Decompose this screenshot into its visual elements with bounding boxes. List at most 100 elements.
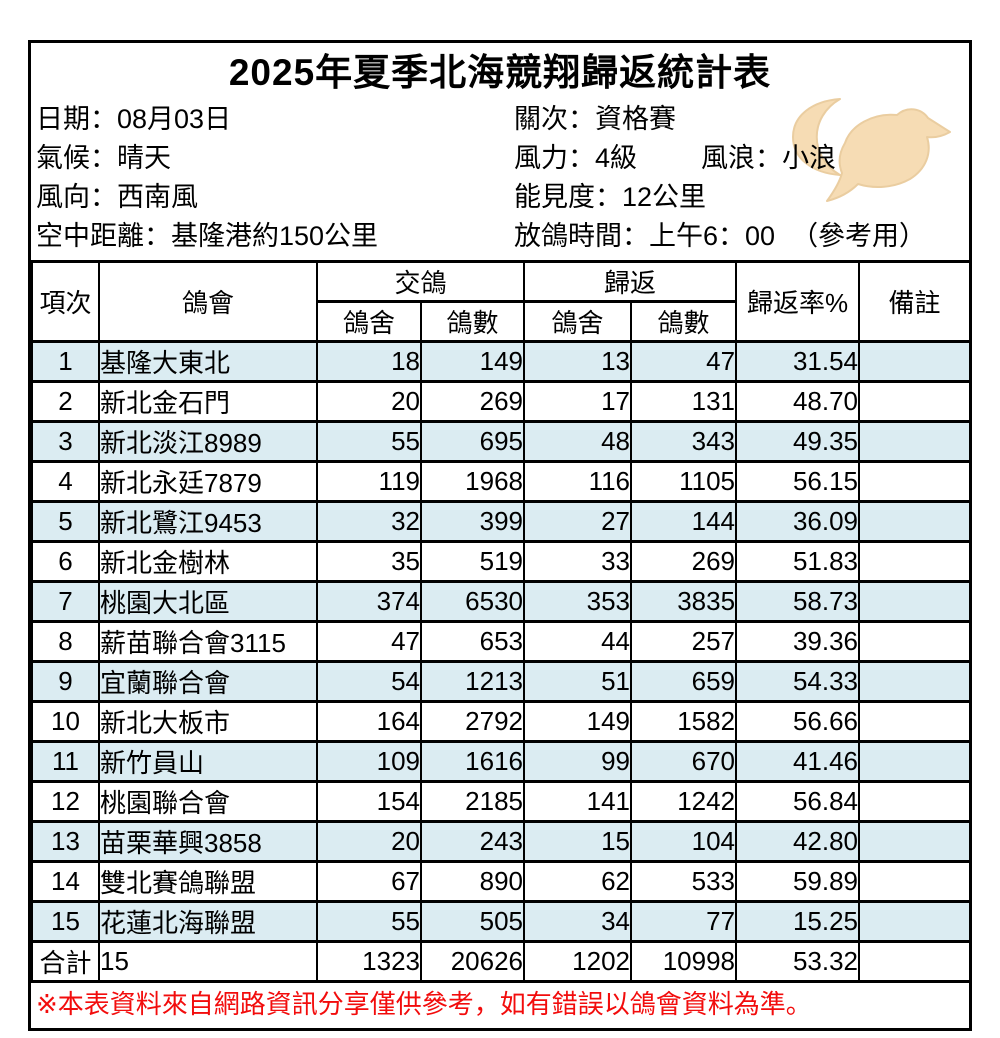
table-row: 11 新竹員山 109 1616 99 670 41.46	[31, 739, 972, 783]
note-cell	[858, 819, 972, 863]
row-index: 14	[31, 859, 100, 903]
returned-lofts: 15	[523, 819, 633, 863]
round-field: 關次：資格賽	[514, 103, 676, 134]
returned-lofts: 149	[523, 699, 633, 743]
page-title: 2025年夏季北海競翔歸返統計表	[228, 52, 772, 93]
total-note	[858, 939, 972, 983]
row-index: 12	[31, 779, 100, 823]
returned-birds: 659	[630, 659, 738, 703]
footer-note: ※本表資料來自網路資訊分享僅供參考，如有錯誤以鴿會資料為準。	[36, 988, 812, 1019]
table-row: 10 新北大板市 164 2792 149 1582 56.66	[31, 699, 972, 743]
weather-field: 氣候：晴天	[36, 142, 171, 173]
return-rate: 56.66	[735, 699, 861, 743]
header-sent-lofts: 鴿舍	[316, 299, 422, 343]
sent-birds: 653	[419, 619, 526, 663]
header-sent-birds: 鴿數	[419, 299, 526, 343]
return-rate: 41.46	[735, 739, 861, 783]
note-cell	[858, 419, 972, 463]
club-name: 新北大板市	[98, 699, 318, 743]
returned-lofts: 116	[523, 459, 633, 503]
returned-lofts: 33	[523, 539, 633, 583]
note-cell	[858, 899, 972, 943]
info-row-date: 日期：08月03日 關次：資格賽	[36, 100, 965, 139]
total-label: 合計	[31, 939, 100, 983]
returned-birds: 1105	[630, 459, 738, 503]
returned-birds: 670	[630, 739, 738, 783]
header-sent-group: 交鴿	[315, 259, 526, 303]
sent-birds: 890	[419, 859, 526, 903]
sent-lofts: 20	[316, 819, 422, 863]
total-row: 合計 15 1323 20626 1202 10998 53.32	[31, 939, 972, 983]
sent-birds: 1616	[419, 739, 526, 783]
table-row: 13 苗栗華興3858 20 243 15 104 42.80	[31, 819, 972, 863]
club-name: 新北淡江8989	[98, 419, 318, 463]
returned-birds: 533	[630, 859, 738, 903]
club-name: 基隆大東北	[98, 339, 318, 383]
sent-birds: 269	[419, 379, 526, 423]
row-index: 11	[31, 739, 100, 783]
club-name: 桃園聯合會	[98, 779, 318, 823]
club-name: 新北永廷7879	[98, 459, 318, 503]
wave-field: 風浪：小浪	[701, 142, 836, 173]
return-rate: 42.80	[735, 819, 861, 863]
returned-lofts: 34	[523, 899, 633, 943]
sent-lofts: 67	[316, 859, 422, 903]
returned-lofts: 99	[523, 739, 633, 783]
dove-icon	[792, 98, 951, 202]
table-row: 8 薪苗聯合會3115 47 653 44 257 39.36	[31, 619, 972, 663]
returned-lofts: 62	[523, 859, 633, 903]
reference-note: （參考用）	[791, 220, 927, 251]
total-club-count: 15	[98, 939, 318, 983]
total-returned-lofts: 1202	[523, 939, 633, 983]
table-row: 5 新北鷺江9453 32 399 27 144 36.09	[31, 499, 972, 543]
club-name: 新竹員山	[98, 739, 318, 783]
row-index: 10	[31, 699, 100, 743]
return-rate: 31.54	[735, 339, 861, 383]
sent-lofts: 35	[316, 539, 422, 583]
sent-lofts: 119	[316, 459, 422, 503]
returned-birds: 257	[630, 619, 738, 663]
info-row-weather: 氣候：晴天 風力：4級 風浪：小浪	[36, 139, 965, 178]
return-rate: 54.33	[735, 659, 861, 703]
returned-lofts: 48	[523, 419, 633, 463]
header-returned-lofts: 鴿舍	[523, 299, 633, 343]
returned-lofts: 353	[523, 579, 633, 623]
info-row-wind: 風向：西南風 能見度：12公里	[36, 178, 965, 217]
row-index: 15	[31, 899, 100, 943]
table-row: 7 桃園大北區 374 6530 353 3835 58.73	[31, 579, 972, 623]
returned-birds: 3835	[630, 579, 738, 623]
sent-lofts: 109	[316, 739, 422, 783]
table-row: 2 新北金石門 20 269 17 131 48.70	[31, 379, 972, 423]
total-return-rate: 53.32	[735, 939, 861, 983]
date-field: 日期：08月03日	[36, 103, 232, 134]
club-name: 宜蘭聯合會	[98, 659, 318, 703]
note-cell	[858, 539, 972, 583]
row-index: 3	[31, 419, 100, 463]
sent-birds: 1213	[419, 659, 526, 703]
header-note: 備註	[858, 259, 972, 343]
row-index: 4	[31, 459, 100, 503]
header-item: 項次	[31, 259, 100, 343]
return-rate: 48.70	[735, 379, 861, 423]
row-index: 1	[31, 339, 100, 383]
row-index: 7	[31, 579, 100, 623]
sent-birds: 6530	[419, 579, 526, 623]
race-info-section: 日期：08月03日 關次：資格賽 氣候：晴天 風力：4級 風浪：小浪 風向：西南…	[31, 98, 969, 260]
sent-lofts: 47	[316, 619, 422, 663]
sent-birds: 243	[419, 819, 526, 863]
header-returned-birds: 鴿數	[630, 299, 738, 343]
club-name: 花蓮北海聯盟	[98, 899, 318, 943]
table-row: 9 宜蘭聯合會 54 1213 51 659 54.33	[31, 659, 972, 703]
sent-birds: 505	[419, 899, 526, 943]
note-cell	[858, 619, 972, 663]
sent-lofts: 374	[316, 579, 422, 623]
club-name: 新北金樹林	[98, 539, 318, 583]
return-rate: 59.89	[735, 859, 861, 903]
note-cell	[858, 699, 972, 743]
info-row-distance: 空中距離：基隆港約150公里 放鴿時間：上午6：00 （參考用）	[36, 217, 965, 256]
returned-birds: 343	[630, 419, 738, 463]
row-index: 2	[31, 379, 100, 423]
club-name: 苗栗華興3858	[98, 819, 318, 863]
club-name: 雙北賽鴿聯盟	[98, 859, 318, 903]
note-cell	[858, 779, 972, 823]
